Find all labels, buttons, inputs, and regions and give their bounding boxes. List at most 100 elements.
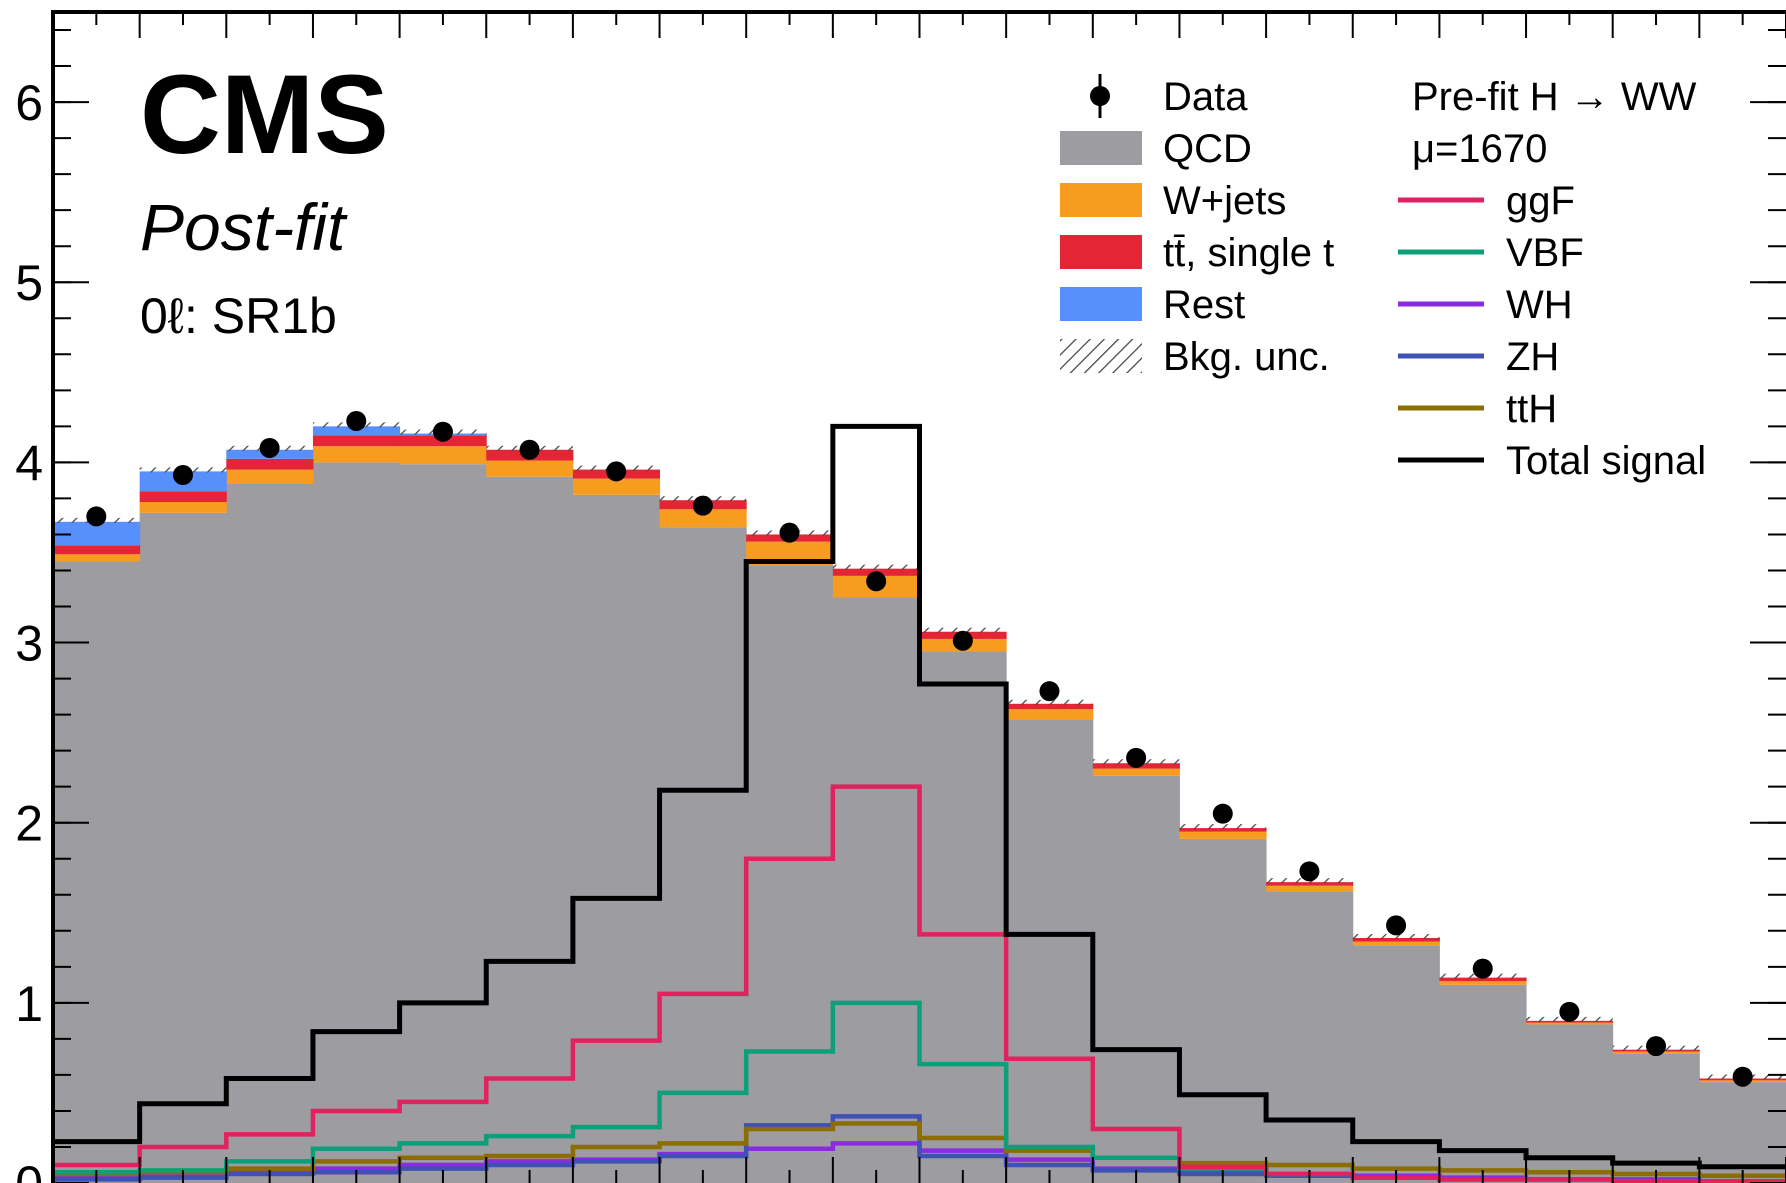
legend-label-tth: ttH bbox=[1506, 387, 1557, 431]
bar-w-jets-0 bbox=[53, 554, 141, 562]
data-point-6 bbox=[606, 461, 627, 482]
legend-swatch-tt-single-t bbox=[1060, 235, 1142, 269]
uncertainty-band-9 bbox=[832, 564, 920, 570]
bar-qcd-4 bbox=[399, 464, 487, 1183]
data-point-15 bbox=[1386, 915, 1407, 936]
bar-tt-single-t-2 bbox=[226, 458, 314, 470]
signal-line-ggf bbox=[53, 784, 1786, 1183]
bar-w-jets-7 bbox=[659, 509, 747, 528]
legend-label-ggf: ggF bbox=[1506, 179, 1575, 223]
y-tick-label-6: 6 bbox=[15, 75, 43, 131]
bar-tt-single-t-1 bbox=[139, 491, 227, 503]
bar-qcd-1 bbox=[139, 512, 227, 1183]
bar-w-jets-1 bbox=[139, 502, 227, 513]
bar-w-jets-11 bbox=[1006, 709, 1094, 721]
bar-w-jets-15 bbox=[1352, 941, 1440, 946]
bar-w-jets-16 bbox=[1439, 981, 1527, 985]
bar-w-jets-6 bbox=[572, 478, 661, 495]
bar-qcd-8 bbox=[746, 565, 834, 1183]
data-point-0 bbox=[86, 506, 107, 527]
legend-swatch-qcd bbox=[1060, 131, 1142, 165]
bar-tt-single-t-0 bbox=[53, 545, 141, 555]
legend-label-w-jets: W+jets bbox=[1163, 179, 1286, 223]
bar-qcd-5 bbox=[486, 476, 574, 1183]
bar-w-jets-13 bbox=[1179, 831, 1267, 839]
uncertainty-band-13 bbox=[1179, 824, 1267, 830]
y-tick-label-2: 2 bbox=[15, 796, 43, 852]
bar-qcd-6 bbox=[572, 494, 661, 1183]
bar-qcd-11 bbox=[1006, 720, 1094, 1183]
fit-label: Post-fit bbox=[140, 190, 348, 264]
bar-tt-single-t-3 bbox=[312, 435, 401, 447]
uncertainty-band-11 bbox=[1006, 699, 1093, 705]
data-points-layer bbox=[86, 410, 1753, 1087]
data-point-5 bbox=[519, 439, 540, 460]
bar-w-jets-5 bbox=[486, 460, 574, 477]
bar-w-jets-17 bbox=[1526, 1022, 1614, 1025]
y-tick-label-0: 0 bbox=[15, 1156, 43, 1183]
data-point-3 bbox=[346, 410, 367, 431]
uncertainty-band-10 bbox=[919, 627, 1007, 633]
bar-w-jets-12 bbox=[1092, 768, 1180, 776]
data-point-16 bbox=[1472, 958, 1493, 979]
bar-rest-0 bbox=[53, 521, 141, 546]
data-point-1 bbox=[172, 464, 193, 485]
data-point-17 bbox=[1559, 1001, 1580, 1022]
data-point-19 bbox=[1732, 1066, 1753, 1087]
bar-qcd-15 bbox=[1352, 945, 1440, 1183]
legend-swatch-w-jets bbox=[1060, 183, 1142, 217]
bar-tt-single-t-14 bbox=[1266, 882, 1354, 886]
y-tick-label-3: 3 bbox=[15, 616, 43, 672]
bar-w-jets-3 bbox=[312, 446, 401, 463]
data-point-12 bbox=[1126, 747, 1147, 768]
legend-data-label: Data bbox=[1163, 75, 1248, 119]
bar-qcd-16 bbox=[1439, 984, 1527, 1183]
bar-qcd-10 bbox=[919, 651, 1007, 1183]
region-label: 0ℓ: SR1b bbox=[140, 288, 337, 344]
bar-qcd-7 bbox=[659, 527, 747, 1183]
axes-frame: 0 1 2 3 4 5 6 bbox=[15, 10, 1786, 1183]
legend: Data QCD W+jets tt̄, single t Rest Bkg. unc. P… bbox=[1060, 74, 1706, 483]
legend-label-vbf: VBF bbox=[1506, 231, 1584, 275]
signal-line-total-signal bbox=[53, 423, 1786, 1170]
y-tick-label-1: 1 bbox=[15, 976, 43, 1032]
legend-swatch-bkg-unc bbox=[1060, 339, 1142, 373]
legend-signal-strength: μ=1670 bbox=[1412, 127, 1547, 171]
bar-qcd-9 bbox=[832, 597, 920, 1183]
y-tick-label-4: 4 bbox=[15, 435, 43, 491]
uncertainty-band-15 bbox=[1352, 933, 1440, 939]
data-point-9 bbox=[866, 571, 887, 592]
bar-qcd-12 bbox=[1092, 775, 1180, 1183]
data-point-8 bbox=[779, 522, 800, 543]
legend-label-qcd: QCD bbox=[1163, 127, 1252, 171]
data-point-7 bbox=[692, 495, 713, 516]
legend-signal-header: Pre-fit H → WW bbox=[1412, 75, 1697, 119]
data-point-2 bbox=[259, 437, 280, 458]
legend-label-zh: ZH bbox=[1506, 335, 1559, 379]
legend-label-tt-single-t: tt̄, single t bbox=[1163, 231, 1334, 275]
stacked-background-layer bbox=[53, 426, 1786, 1183]
bar-tt-single-t-11 bbox=[1006, 703, 1094, 710]
legend-label-bkg-unc: Bkg. unc. bbox=[1163, 335, 1330, 379]
bar-w-jets-2 bbox=[226, 469, 314, 485]
bar-tt-single-t-16 bbox=[1439, 977, 1527, 982]
legend-swatch-rest bbox=[1060, 287, 1142, 321]
bar-qcd-3 bbox=[312, 462, 401, 1183]
legend-label-rest: Rest bbox=[1163, 283, 1245, 327]
legend-label-total-signal: Total signal bbox=[1506, 439, 1706, 483]
y-tick-label-5: 5 bbox=[15, 255, 43, 311]
bar-qcd-2 bbox=[226, 484, 314, 1183]
data-point-11 bbox=[1039, 681, 1060, 702]
bar-qcd-13 bbox=[1179, 838, 1267, 1183]
legend-data-marker bbox=[1090, 86, 1110, 106]
bar-w-jets-4 bbox=[399, 446, 487, 465]
bar-tt-single-t-13 bbox=[1179, 828, 1267, 832]
data-point-13 bbox=[1212, 803, 1233, 824]
legend-label-wh: WH bbox=[1506, 283, 1573, 327]
bar-qcd-0 bbox=[53, 561, 141, 1183]
data-point-4 bbox=[432, 421, 453, 442]
cms-label: CMS bbox=[140, 52, 389, 177]
data-point-10 bbox=[952, 630, 973, 651]
bar-qcd-14 bbox=[1266, 891, 1354, 1183]
